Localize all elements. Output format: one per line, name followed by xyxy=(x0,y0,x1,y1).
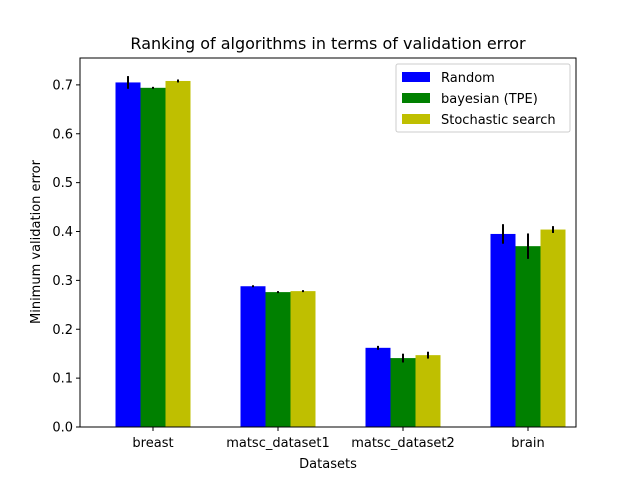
y-tick-label: 0.4 xyxy=(52,225,73,240)
y-tick-label: 0.3 xyxy=(52,274,73,289)
y-tick-label: 0.6 xyxy=(52,127,73,142)
bar-breast-0 xyxy=(115,82,141,428)
y-tick-label: 0.5 xyxy=(52,176,73,191)
x-tick-label: brain xyxy=(511,436,544,451)
bar-breast-1 xyxy=(140,87,166,428)
y-tick-label: 0.1 xyxy=(52,372,73,387)
y-axis-label: Minimum validation error xyxy=(29,159,44,324)
legend: Random bayesian (TPE) Stochastic search xyxy=(395,63,571,133)
legend-label-1: bayesian (TPE) xyxy=(441,92,538,107)
x-tick-label: breast xyxy=(132,436,173,451)
legend-swatch-2 xyxy=(402,114,430,124)
x-tick-label: matsc_dataset2 xyxy=(351,436,455,451)
bar-matsc_dataset2-0 xyxy=(365,347,391,427)
bar-matsc_dataset2-1 xyxy=(390,358,416,427)
x-tick-label: matsc_dataset1 xyxy=(226,436,330,451)
errorbars-layer xyxy=(127,76,554,363)
bar-brain-0 xyxy=(490,233,516,427)
bar-brain-1 xyxy=(515,246,541,427)
y-tick-label: 0.2 xyxy=(52,323,73,338)
chart-title: Ranking of algorithms in terms of valida… xyxy=(130,34,526,53)
y-tick-label: 0.0 xyxy=(52,421,73,436)
legend-swatch-0 xyxy=(402,72,430,82)
bars-layer xyxy=(115,80,566,428)
legend-label-0: Random xyxy=(441,71,495,86)
plot-frame xyxy=(79,57,577,428)
bar-matsc_dataset1-1 xyxy=(265,292,291,427)
bar-breast-2 xyxy=(165,80,191,428)
x-axis-label: Datasets xyxy=(299,457,357,472)
bar-matsc_dataset1-0 xyxy=(240,286,266,427)
bar-matsc_dataset2-2 xyxy=(415,355,441,427)
legend-swatch-1 xyxy=(402,93,430,103)
bar-matsc_dataset1-2 xyxy=(290,291,316,427)
legend-box xyxy=(395,63,571,133)
legend-label-2: Stochastic search xyxy=(441,113,556,128)
x-axis: breast matsc_dataset1 matsc_dataset2 brain xyxy=(132,427,545,451)
y-tick-label: 0.7 xyxy=(52,78,73,93)
y-axis: 0.0 0.1 0.2 0.3 0.4 0.5 0.6 0.7 xyxy=(52,78,80,436)
bar-brain-2 xyxy=(540,229,566,427)
